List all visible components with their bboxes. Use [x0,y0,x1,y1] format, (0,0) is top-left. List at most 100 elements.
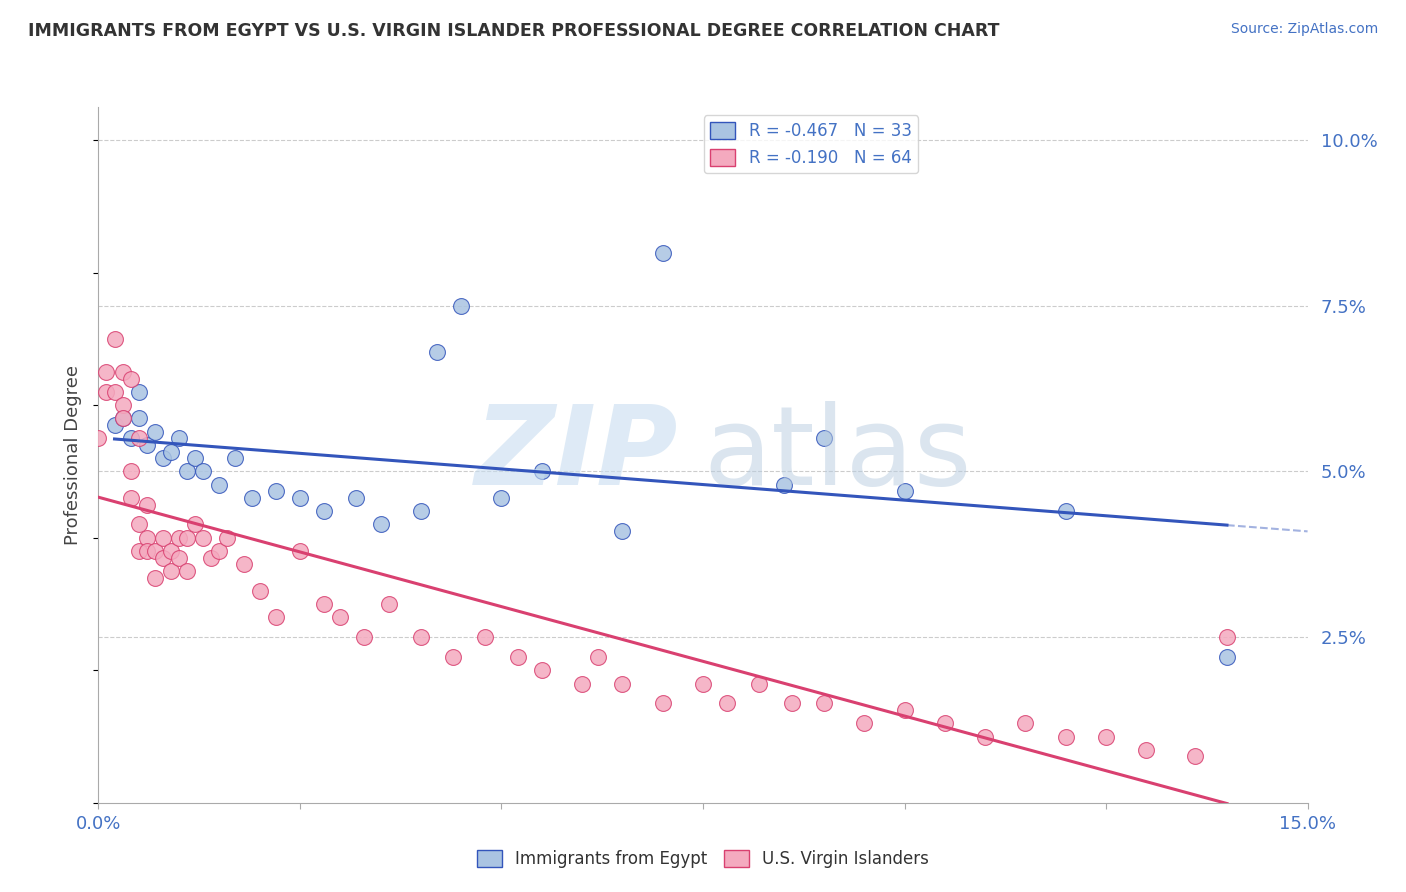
Point [893,484,915,499]
Point [160,444,183,458]
Point [1014,716,1036,731]
Point [111,411,134,425]
Point [1054,730,1077,744]
Point [772,477,794,491]
Point [111,398,134,412]
Point [176,564,198,578]
Point [128,411,150,425]
Point [506,650,529,665]
Point [135,544,157,558]
Point [651,245,673,260]
Point [716,697,738,711]
Point [1216,650,1239,665]
Point [264,610,287,624]
Point [193,531,215,545]
Point [853,716,876,731]
Point [1095,730,1118,744]
Point [441,650,464,665]
Text: Source: ZipAtlas.com: Source: ZipAtlas.com [1230,22,1378,37]
Point [1054,504,1077,518]
Point [120,465,142,479]
Point [167,550,190,565]
Point [128,517,150,532]
Point [103,384,125,399]
Point [193,465,215,479]
Point [530,663,553,677]
Point [143,544,166,558]
Point [96,365,118,379]
Point [612,676,634,690]
Point [530,465,553,479]
Point [152,531,174,545]
Point [571,676,593,690]
Point [780,697,803,711]
Point [184,451,207,466]
Point [314,504,336,518]
Point [377,597,399,611]
Point [409,504,432,518]
Point [128,544,150,558]
Point [409,630,432,644]
Point [208,544,231,558]
Point [135,438,157,452]
Point [120,431,142,445]
Point [184,517,207,532]
Point [240,491,263,505]
Point [135,531,157,545]
Point [1184,749,1206,764]
Point [893,703,915,717]
Point [314,597,336,611]
Point [111,365,134,379]
Point [128,431,150,445]
Point [344,491,367,505]
Point [143,570,166,584]
Point [288,491,311,505]
Point [103,332,125,346]
Point [160,564,183,578]
Point [143,425,166,439]
Point [152,550,174,565]
Point [813,697,835,711]
Point [813,431,835,445]
Point [329,610,352,624]
Point [96,384,118,399]
Point [232,558,254,572]
Legend: Immigrants from Egypt, U.S. Virgin Islanders: Immigrants from Egypt, U.S. Virgin Islan… [470,843,936,875]
Text: IMMIGRANTS FROM EGYPT VS U.S. VIRGIN ISLANDER PROFESSIONAL DEGREE CORRELATION CH: IMMIGRANTS FROM EGYPT VS U.S. VIRGIN ISL… [28,22,1000,40]
Point [167,431,190,445]
Point [288,544,311,558]
Point [160,544,183,558]
Text: atlas: atlas [703,401,972,508]
Point [474,630,496,644]
Point [135,498,157,512]
Point [120,491,142,505]
Point [87,431,110,445]
Point [128,384,150,399]
Point [208,477,231,491]
Point [612,524,634,538]
Point [370,517,392,532]
Point [934,716,956,731]
Point [426,345,449,359]
Point [692,676,714,690]
Point [200,550,222,565]
Point [1135,743,1157,757]
Point [120,372,142,386]
Legend: R = -0.467   N = 33, R = -0.190   N = 64: R = -0.467 N = 33, R = -0.190 N = 64 [703,115,918,173]
Y-axis label: Professional Degree: Professional Degree [65,365,83,545]
Point [974,730,997,744]
Point [176,465,198,479]
Point [748,676,770,690]
Point [586,650,609,665]
Text: ZIP: ZIP [475,401,679,508]
Point [450,299,472,313]
Point [651,697,673,711]
Point [167,531,190,545]
Point [224,451,246,466]
Point [249,583,271,598]
Point [353,630,375,644]
Point [111,411,134,425]
Point [217,531,239,545]
Point [103,418,125,433]
Point [264,484,287,499]
